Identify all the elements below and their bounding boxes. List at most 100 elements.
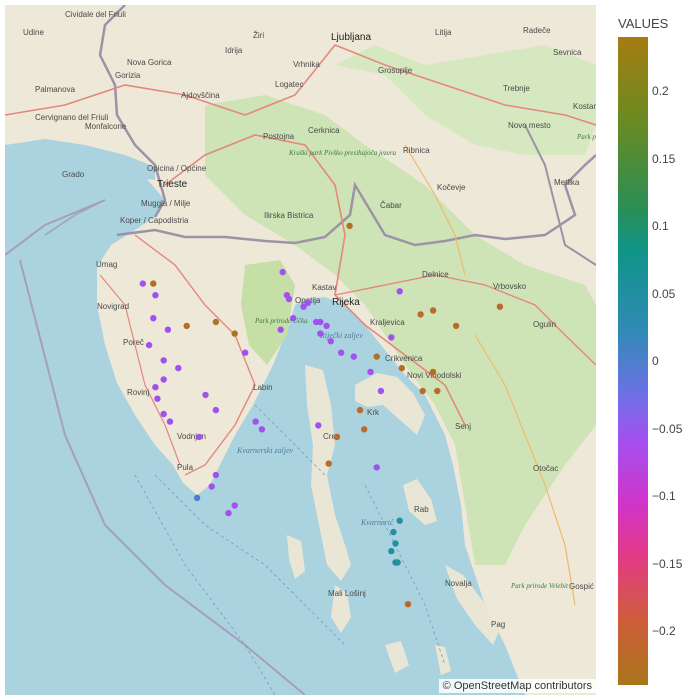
data-point[interactable] [279, 268, 286, 276]
colorbar-tick-label: −0.15 [652, 556, 683, 571]
data-point[interactable] [350, 353, 357, 360]
data-point[interactable] [150, 280, 157, 287]
data-point[interactable] [154, 395, 161, 402]
data-point[interactable] [373, 353, 380, 360]
road [474, 334, 576, 606]
map-area[interactable]: Cividale del Friuli Udine Palmanova Cervign… [5, 5, 596, 695]
place-label: Sevnica [553, 48, 582, 57]
data-point[interactable] [327, 338, 334, 345]
data-point[interactable] [285, 295, 293, 303]
lagoon [5, 139, 155, 180]
data-point[interactable] [258, 426, 266, 433]
colorbar-tick-label: −0.05 [652, 421, 683, 436]
data-point[interactable] [164, 326, 172, 333]
water-label: Kvarnerski zaljev [236, 446, 294, 455]
data-point[interactable] [367, 368, 374, 376]
maritime-boundary [19, 259, 306, 695]
road [164, 134, 466, 426]
data-point[interactable] [315, 422, 322, 429]
data-point[interactable] [361, 426, 368, 433]
data-point[interactable] [212, 406, 220, 414]
data-point[interactable] [152, 292, 159, 299]
data-point[interactable] [417, 311, 424, 318]
data-point[interactable] [388, 547, 395, 555]
data-point[interactable] [325, 460, 332, 467]
colorbar-tick-label: 0.05 [652, 286, 676, 301]
data-point[interactable] [166, 418, 174, 425]
data-point[interactable] [394, 559, 401, 566]
data-point[interactable] [323, 322, 330, 330]
data-point[interactable] [388, 334, 395, 341]
data-point[interactable] [160, 410, 167, 418]
data-point[interactable] [496, 303, 504, 310]
data-point[interactable] [333, 433, 341, 441]
place-label: Gospić [569, 582, 594, 591]
data-point[interactable] [390, 528, 397, 536]
place-label: Opicina / Općine [147, 164, 207, 173]
map-labels: Cividale del Friuli Udine Palmanova Cervign… [23, 10, 596, 629]
island-small [385, 641, 409, 673]
place-label: Udine [23, 28, 44, 37]
data-point[interactable] [208, 483, 215, 490]
data-point[interactable] [145, 341, 153, 349]
data-point[interactable] [396, 288, 403, 295]
data-point[interactable] [183, 322, 190, 330]
data-point[interactable] [193, 494, 201, 502]
data-point[interactable] [300, 303, 307, 310]
data-point[interactable] [202, 391, 209, 399]
place-label: Rovinj [127, 388, 149, 397]
data-point[interactable] [377, 387, 385, 395]
data-point[interactable] [429, 307, 437, 314]
data-point[interactable] [452, 322, 460, 330]
place-label: Kastav [312, 283, 336, 292]
data-point[interactable] [429, 368, 437, 376]
map-attribution[interactable]: © OpenStreetMap contributors [438, 679, 596, 693]
place-label: Rab [414, 505, 429, 514]
data-point[interactable] [212, 318, 220, 326]
data-point[interactable] [175, 364, 182, 372]
colorbar-title: VALUES [618, 16, 669, 31]
data-point[interactable] [225, 509, 232, 517]
data-point[interactable] [231, 502, 238, 509]
data-point[interactable] [290, 315, 297, 322]
data-points [139, 222, 504, 608]
data-point[interactable] [152, 384, 159, 391]
place-label: Kostanjevica na Krki [573, 102, 596, 111]
data-point[interactable] [196, 433, 203, 441]
data-point[interactable] [404, 601, 412, 608]
park-label: Park prirode Žumberak [576, 133, 596, 141]
data-point[interactable] [317, 330, 324, 337]
data-point[interactable] [150, 315, 157, 322]
data-point[interactable] [373, 464, 380, 471]
data-point[interactable] [277, 326, 284, 333]
data-point[interactable] [396, 517, 403, 524]
data-point[interactable] [419, 387, 426, 395]
data-point[interactable] [160, 376, 167, 383]
data-point[interactable] [139, 280, 146, 287]
place-label: Palmanova [35, 85, 76, 94]
data-point[interactable] [317, 318, 324, 326]
data-point[interactable] [304, 299, 311, 306]
forest-area [205, 95, 596, 565]
data-point[interactable] [231, 330, 238, 337]
place-label: Koper / Capodistria [120, 216, 189, 225]
data-point[interactable] [338, 349, 345, 356]
data-point[interactable] [346, 222, 353, 230]
data-point[interactable] [252, 418, 259, 425]
data-point[interactable] [160, 357, 167, 364]
place-label: Delnice [422, 270, 449, 279]
place-label: Labin [253, 383, 273, 392]
forest-area [335, 45, 596, 155]
place-label: Ogulin [533, 320, 556, 329]
place-label: Nova Gorica [127, 58, 172, 67]
road [134, 234, 256, 476]
island-cres [305, 365, 351, 581]
data-point[interactable] [398, 364, 405, 372]
data-point[interactable] [212, 471, 220, 479]
data-point[interactable] [242, 349, 249, 356]
data-point[interactable] [356, 406, 364, 414]
data-point[interactable] [434, 387, 441, 395]
data-point[interactable] [392, 540, 399, 547]
place-label: Ribnica [403, 146, 430, 155]
